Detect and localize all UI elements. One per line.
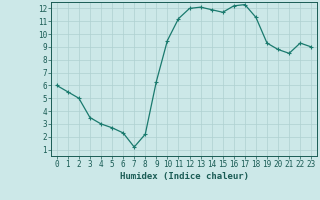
- X-axis label: Humidex (Indice chaleur): Humidex (Indice chaleur): [119, 172, 249, 181]
